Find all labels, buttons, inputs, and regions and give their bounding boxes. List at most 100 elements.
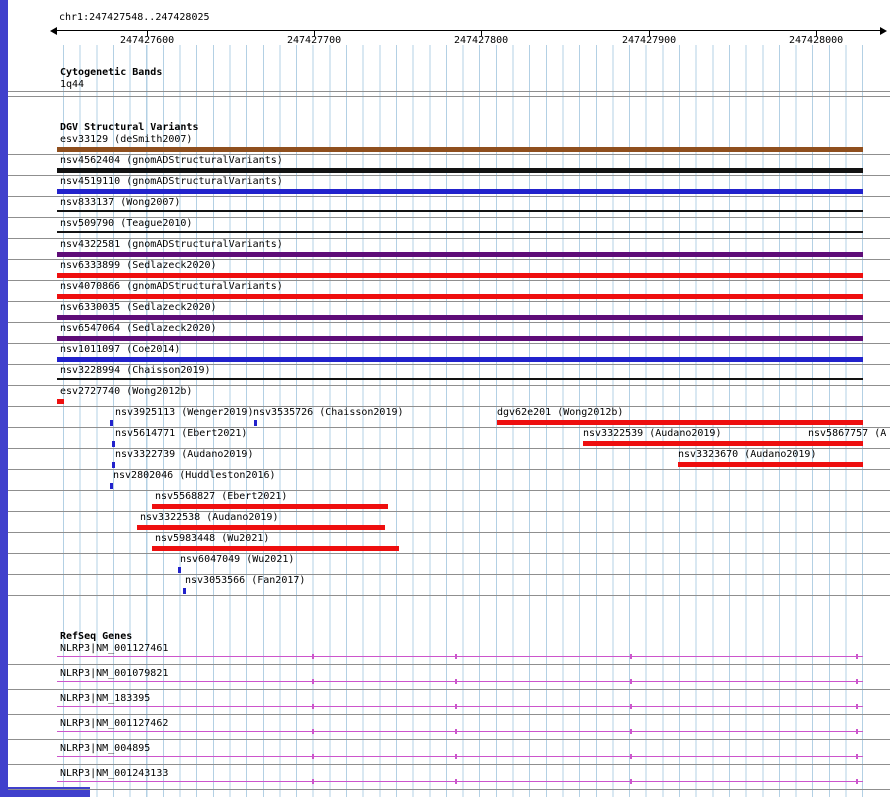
variant-bar[interactable]: [110, 420, 113, 426]
variant-label[interactable]: nsv3053566 (Fan2017): [185, 575, 306, 586]
gene-line[interactable]: [57, 731, 863, 732]
gene-line[interactable]: [57, 681, 863, 682]
gene-exon-tick: [630, 729, 632, 734]
variant-bar[interactable]: [110, 483, 113, 489]
variant-label[interactable]: nsv6047049 (Wu2021): [180, 554, 295, 565]
variant-label[interactable]: nsv833137 (Wong2007): [60, 197, 181, 208]
variant-label[interactable]: nsv4519110 (gnomADStructuralVariants): [60, 176, 283, 187]
region-coordinates: chr1:247427548..247428025: [59, 12, 210, 23]
ruler-tick-label: 247428000: [789, 35, 844, 46]
cytoband-label: 1q44: [60, 79, 85, 90]
gene-label[interactable]: NLRP3|NM_001079821: [60, 668, 169, 679]
variant-label[interactable]: nsv4562404 (gnomADStructuralVariants): [60, 155, 283, 166]
variant-label[interactable]: nsv5867757 (A: [808, 428, 887, 439]
track-separator: [8, 406, 890, 407]
variant-label[interactable]: nsv2802046 (Huddleston2016): [113, 470, 276, 481]
variant-label[interactable]: nsv4070866 (gnomADStructuralVariants): [60, 281, 283, 292]
variant-bar[interactable]: [57, 315, 863, 320]
gene-line[interactable]: [57, 781, 863, 782]
ruler-line: [57, 30, 880, 31]
track-separator: [8, 322, 890, 323]
variant-bar[interactable]: [57, 147, 863, 152]
variant-label[interactable]: nsv3323670 (Audano2019): [678, 449, 817, 460]
track-separator: [8, 154, 890, 155]
track-separator: [8, 595, 890, 596]
variant-label[interactable]: esv33129 (deSmith2007): [60, 134, 193, 145]
ruler-tick-mark: [314, 31, 315, 36]
gene-exon-tick: [856, 729, 858, 734]
variant-label[interactable]: nsv1011097 (Coe2014): [60, 344, 181, 355]
variant-bar[interactable]: [57, 168, 863, 173]
variant-label[interactable]: nsv3322538 (Audano2019): [140, 512, 279, 523]
ruler-right-arrow-icon: [880, 27, 887, 35]
gene-label[interactable]: NLRP3|NM_004895: [60, 743, 151, 754]
variant-bar[interactable]: [152, 546, 399, 551]
track-separator: [8, 364, 890, 365]
track-separator: [8, 469, 890, 470]
track-separator: [8, 238, 890, 239]
variant-label[interactable]: nsv5983448 (Wu2021): [155, 533, 270, 544]
track-separator: [8, 664, 890, 665]
variant-label[interactable]: nsv5568827 (Ebert2021): [155, 491, 288, 502]
variant-bar[interactable]: [678, 462, 863, 467]
track-separator: [8, 343, 890, 344]
variant-bar[interactable]: [57, 357, 863, 362]
cytogenetic-bands-title: Cytogenetic Bands: [60, 67, 163, 78]
variant-bar[interactable]: [183, 588, 186, 594]
gene-exon-tick: [312, 654, 314, 659]
variant-label[interactable]: nsv3322739 (Audano2019): [115, 449, 254, 460]
variant-bar[interactable]: [497, 420, 863, 425]
gene-exon-tick: [455, 729, 457, 734]
variant-bar[interactable]: [57, 399, 64, 404]
gene-exon-tick: [455, 679, 457, 684]
variant-label[interactable]: nsv6547064 (Sedlazeck2020): [60, 323, 217, 334]
variant-bar[interactable]: [112, 441, 115, 447]
variant-label[interactable]: nsv3535726 (Chaisson2019): [253, 407, 404, 418]
gene-exon-tick: [455, 754, 457, 759]
variant-label[interactable]: nsv4322581 (gnomADStructuralVariants): [60, 239, 283, 250]
variant-bar[interactable]: [57, 252, 863, 257]
refseq-genes-title: RefSeq Genes: [60, 631, 133, 642]
variant-label[interactable]: esv2727740 (Wong2012b): [60, 386, 193, 397]
variant-bar[interactable]: [57, 273, 863, 278]
variant-bar[interactable]: [112, 462, 115, 468]
gene-line[interactable]: [57, 656, 863, 657]
variant-bar[interactable]: [57, 336, 863, 341]
variant-label[interactable]: nsv6333899 (Sedlazeck2020): [60, 260, 217, 271]
variant-bar[interactable]: [57, 231, 863, 233]
gene-exon-tick: [630, 654, 632, 659]
track-separator: [8, 427, 890, 428]
track-separator: [8, 739, 890, 740]
variant-label[interactable]: nsv3925113 (Wenger2019): [115, 407, 254, 418]
gene-exon-tick: [312, 754, 314, 759]
track-separator: [8, 196, 890, 197]
gene-exon-tick: [856, 779, 858, 784]
variant-label[interactable]: nsv3322539 (Audano2019): [583, 428, 722, 439]
variant-label[interactable]: nsv3228994 (Chaisson2019): [60, 365, 211, 376]
variant-label[interactable]: nsv6330035 (Sedlazeck2020): [60, 302, 217, 313]
variant-label[interactable]: dgv62e201 (Wong2012b): [497, 407, 624, 418]
variant-bar[interactable]: [178, 567, 181, 573]
gene-label[interactable]: NLRP3|NM_001127461: [60, 643, 169, 654]
variant-bar[interactable]: [57, 189, 863, 194]
ruler-tick-label: 247427900: [622, 35, 677, 46]
track-separator: [8, 764, 890, 765]
track-separator: [8, 259, 890, 260]
variant-bar[interactable]: [152, 504, 388, 509]
variant-bar[interactable]: [57, 294, 863, 299]
gene-label[interactable]: NLRP3|NM_001127462: [60, 718, 169, 729]
gene-label[interactable]: NLRP3|NM_183395: [60, 693, 151, 704]
variant-bar[interactable]: [254, 420, 257, 426]
gene-line[interactable]: [57, 756, 863, 757]
variant-label[interactable]: nsv5614771 (Ebert2021): [115, 428, 248, 439]
variant-bar[interactable]: [57, 210, 863, 212]
variant-bar[interactable]: [57, 378, 863, 380]
gene-line[interactable]: [57, 706, 863, 707]
gene-exon-tick: [312, 729, 314, 734]
gene-label[interactable]: NLRP3|NM_001243133: [60, 768, 169, 779]
dgv-structural-variants-title: DGV Structural Variants: [60, 122, 199, 133]
variant-label[interactable]: nsv509790 (Teague2010): [60, 218, 193, 229]
ruler-tick-mark: [147, 31, 148, 36]
variant-bar[interactable]: [583, 441, 863, 446]
variant-bar[interactable]: [137, 525, 385, 530]
